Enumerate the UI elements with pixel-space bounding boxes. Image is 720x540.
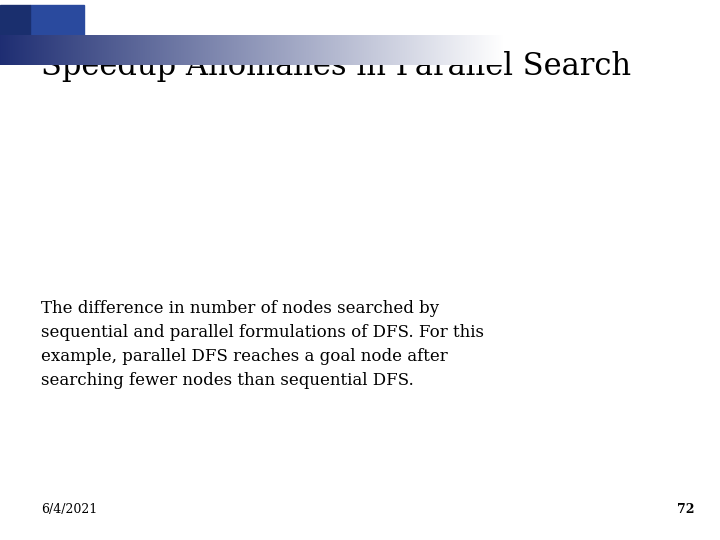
Text: 72: 72 <box>678 503 695 516</box>
Bar <box>0 5 30 35</box>
Bar <box>20 32 60 57</box>
Bar <box>30 5 84 35</box>
Text: Speedup Anomalies in Parallel Search: Speedup Anomalies in Parallel Search <box>41 51 631 82</box>
Text: 6/4/2021: 6/4/2021 <box>41 503 97 516</box>
Text: The difference in number of nodes searched by
sequential and parallel formulatio: The difference in number of nodes search… <box>41 300 484 389</box>
